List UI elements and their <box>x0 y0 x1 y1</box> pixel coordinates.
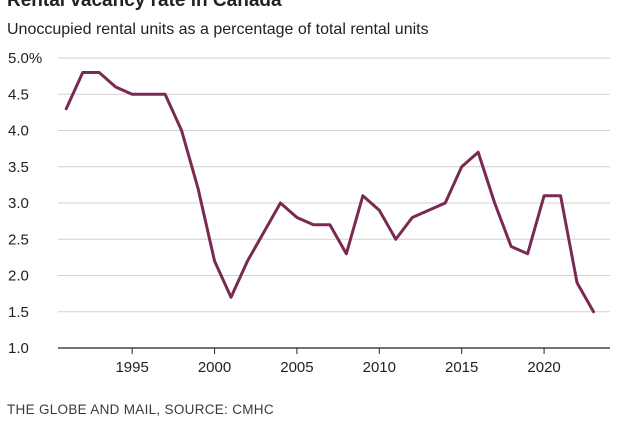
y-tick-label-5: 3.5 <box>8 159 29 176</box>
y-tick-label-8: 5.0% <box>8 50 42 67</box>
y-tick-label-0: 1.0 <box>8 340 29 357</box>
x-tick-label-1: 2000 <box>198 359 231 376</box>
data-point-2007 <box>328 223 331 226</box>
chart-title: Rental vacancy rate in Canada <box>7 0 282 11</box>
y-tick-label-2: 2.0 <box>8 268 29 285</box>
data-point-1998 <box>180 129 183 132</box>
x-tick-label-4: 2015 <box>445 359 478 376</box>
data-point-2011 <box>394 238 397 241</box>
data-point-2023 <box>592 310 595 313</box>
data-point-1999 <box>197 187 200 190</box>
data-point-2021 <box>559 194 562 197</box>
x-tick-label-5: 2020 <box>527 359 560 376</box>
y-tick-label-1: 1.5 <box>8 304 29 321</box>
x-tick-label-2: 2005 <box>280 359 313 376</box>
data-point-1997 <box>164 93 167 96</box>
y-tick-label-7: 4.5 <box>8 86 29 103</box>
data-point-2002 <box>246 260 249 263</box>
data-point-2022 <box>576 281 579 284</box>
data-point-2001 <box>230 296 233 299</box>
data-point-2020 <box>543 194 546 197</box>
x-tick-label-3: 2010 <box>363 359 396 376</box>
data-point-2000 <box>213 260 216 263</box>
y-tick-label-3: 2.5 <box>8 231 29 248</box>
data-point-2004 <box>279 202 282 205</box>
data-point-1995 <box>131 93 134 96</box>
data-point-2003 <box>262 231 265 234</box>
data-point-2013 <box>427 209 430 212</box>
data-point-2012 <box>411 216 414 219</box>
data-point-2015 <box>460 165 463 168</box>
data-point-2010 <box>378 209 381 212</box>
data-point-2005 <box>295 216 298 219</box>
data-point-2014 <box>444 202 447 205</box>
data-point-2019 <box>526 252 529 255</box>
y-tick-label-4: 3.0 <box>8 195 29 212</box>
data-point-1993 <box>98 71 101 74</box>
data-point-1991 <box>65 107 68 110</box>
data-point-2018 <box>510 245 513 248</box>
data-point-2009 <box>361 194 364 197</box>
chart-source: THE GLOBE AND MAIL, SOURCE: CMHC <box>7 402 274 417</box>
data-point-2016 <box>477 151 480 154</box>
chart-subtitle: Unoccupied rental units as a percentage … <box>7 21 429 38</box>
data-point-1992 <box>81 71 84 74</box>
data-point-2017 <box>493 202 496 205</box>
data-point-1996 <box>147 93 150 96</box>
series-line-0 <box>64 71 596 314</box>
data-point-2006 <box>312 223 315 226</box>
line-chart: 1.0 1.5 2.0 2.5 3.0 3.5 4.0 4.5 5.0% 1995 2000 2005… <box>8 50 610 376</box>
data-point-1994 <box>114 86 117 89</box>
data-point-2008 <box>345 252 348 255</box>
y-tick-label-6: 4.0 <box>8 123 29 140</box>
x-tick-label-0: 1995 <box>115 359 148 376</box>
